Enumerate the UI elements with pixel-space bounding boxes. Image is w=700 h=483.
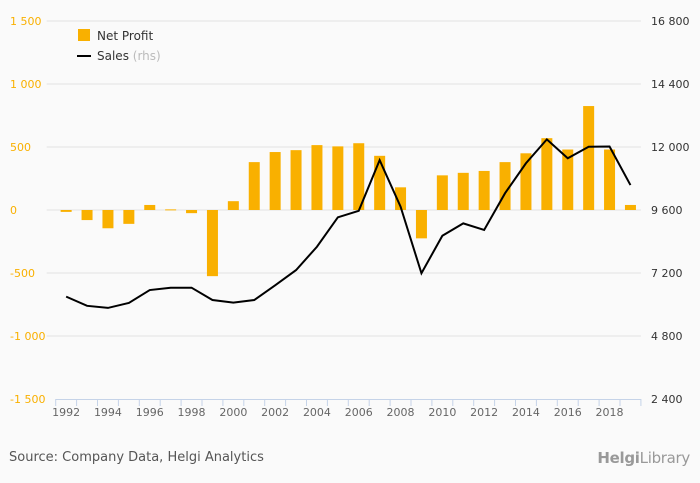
legend-label-sales: Sales (rhs) <box>97 49 161 63</box>
legend-swatch-net-profit <box>78 29 90 41</box>
x-axis-tick-label: 2006 <box>345 406 373 419</box>
left-axis-tick-label: 0 <box>10 204 17 217</box>
bar-net-profit-1998 <box>186 210 198 214</box>
bar-net-profit-2011 <box>457 172 469 210</box>
bar-net-profit-2013 <box>499 162 511 210</box>
bar-net-profit-2008 <box>395 187 407 210</box>
legend-label-rhs: (rhs) <box>133 49 161 63</box>
bar-net-profit-2015 <box>541 138 553 210</box>
bar-net-profit-2014 <box>520 153 532 210</box>
bar-net-profit-2010 <box>436 175 448 210</box>
legend-label-net-profit: Net Profit <box>97 29 153 43</box>
left-axis-tick-label: -1 500 <box>10 393 45 406</box>
bar-net-profit-2000 <box>227 201 239 210</box>
x-axis-tick-label: 2002 <box>261 406 289 419</box>
bar-net-profit-1993 <box>81 210 93 221</box>
bar-net-profit-2007 <box>374 155 386 210</box>
bar-net-profit-1994 <box>102 210 114 229</box>
x-axis-tick-label: 2004 <box>303 406 331 419</box>
bar-net-profit-2006 <box>353 143 365 210</box>
bar-net-profit-1992 <box>60 210 72 212</box>
right-axis-tick-label: 14 400 <box>651 78 690 91</box>
left-axis-tick-label: 1 500 <box>10 15 42 28</box>
x-axis-tick-label: 2018 <box>596 406 624 419</box>
x-axis-tick-label: 1992 <box>52 406 80 419</box>
x-axis-tick-label: 1998 <box>178 406 206 419</box>
bar-net-profit-2005 <box>332 146 344 210</box>
x-axis-tick-label: 1996 <box>136 406 164 419</box>
bar-net-profit-2018 <box>604 149 616 210</box>
right-axis-tick-label: 9 600 <box>651 204 683 217</box>
x-axis-tick-label: 2016 <box>554 406 582 419</box>
bar-net-profit-1996 <box>144 204 156 210</box>
left-axis-tick-label: -1 000 <box>10 330 45 343</box>
bar-net-profit-2009 <box>415 210 427 239</box>
bar-net-profit-2017 <box>583 106 595 210</box>
bar-net-profit-2003 <box>290 150 302 210</box>
helgilibrary-logo: HelgiLibrary <box>597 449 690 467</box>
bar-net-profit-2004 <box>311 145 323 210</box>
x-axis-tick-label: 2012 <box>470 406 498 419</box>
bar-net-profit-2012 <box>478 170 490 210</box>
bar-net-profit-2019 <box>624 204 636 210</box>
x-axis-tick-label: 2010 <box>428 406 456 419</box>
bar-net-profit-1997 <box>165 209 177 211</box>
right-axis-tick-label: 16 800 <box>651 15 690 28</box>
bar-net-profit-2001 <box>248 162 260 210</box>
right-axis-tick-label: 2 400 <box>651 393 683 406</box>
x-axis-tick-label: 2000 <box>219 406 247 419</box>
source-note: Source: Company Data, Helgi Analytics <box>9 450 264 465</box>
right-axis-tick-label: 12 000 <box>651 141 690 154</box>
left-axis-tick-label: -500 <box>10 267 35 280</box>
right-axis-tick-label: 4 800 <box>651 330 683 343</box>
left-axis-tick-label: 500 <box>10 141 31 154</box>
bar-net-profit-2016 <box>562 149 574 210</box>
x-axis-tick-label: 2008 <box>387 406 415 419</box>
bar-net-profit-2002 <box>269 152 281 210</box>
x-axis-tick-label: 1994 <box>94 406 122 419</box>
x-axis-tick-label: 2014 <box>512 406 540 419</box>
left-axis-tick-label: 1 000 <box>10 78 42 91</box>
line-sales <box>65 137 632 309</box>
combo-chart: -1 500 -1 000 -500 0 500 1 000 1 500 2 400 4 800… <box>10 15 690 419</box>
bar-net-profit-1999 <box>206 210 218 277</box>
bar-net-profit-1995 <box>123 210 135 224</box>
right-axis-tick-label: 7 200 <box>651 267 683 280</box>
